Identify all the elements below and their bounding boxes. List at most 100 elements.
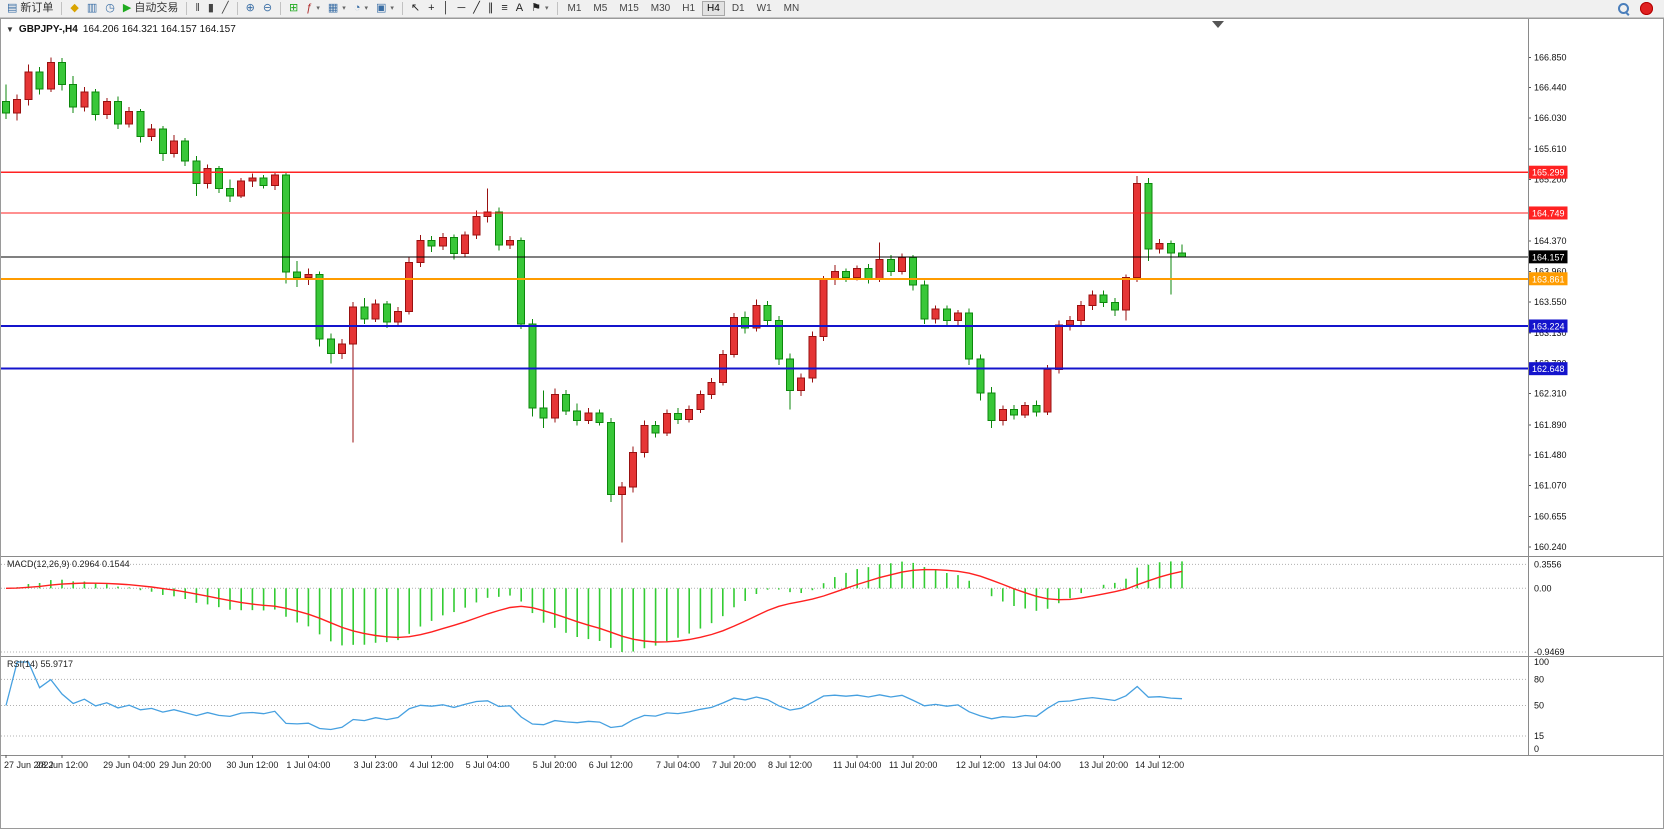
bull-candle [506, 239, 514, 246]
bull-candle [685, 408, 694, 421]
text-icon[interactable]: A [512, 1, 527, 17]
bear-candle [226, 187, 234, 197]
timeframe-w1[interactable]: W1 [752, 1, 777, 16]
bear-candle [864, 267, 873, 280]
timeframe-d1[interactable]: D1 [727, 1, 750, 16]
candlestick-chart-icon[interactable]: ▮ [204, 1, 218, 17]
profiles-icon-glyph: ▦ [327, 2, 339, 14]
crosshair-icon-glyph: + [428, 2, 435, 14]
timeframe-m1[interactable]: M1 [563, 1, 587, 16]
chart-title: ▼ GBPJPY-,H4 164.206 164.321 164.157 164… [6, 24, 236, 35]
candles-layer[interactable] [2, 57, 1186, 543]
rsi-axis-label: 80 [1534, 674, 1544, 684]
timeframe-m30[interactable]: M30 [646, 1, 675, 16]
price-badge-label: 164.157 [1532, 252, 1565, 262]
new-order-button[interactable]: ▤ 新订单 [3, 1, 57, 17]
bull-candle [405, 262, 414, 312]
toolbar-right [1617, 2, 1661, 15]
bear-candle [181, 140, 190, 162]
bull-candle [237, 180, 246, 197]
bull-candle [1122, 276, 1130, 311]
chart-dropdown-icon[interactable]: ▼ [6, 25, 14, 34]
profiles-icon[interactable]: ▦ ▾ [324, 1, 350, 17]
bull-candle [707, 382, 716, 395]
zoom-in-icon-glyph: ⊕ [245, 2, 255, 14]
timeframe-m5[interactable]: M5 [588, 1, 612, 16]
cursor-icon[interactable]: ↖ [407, 1, 424, 17]
timeframe-mn[interactable]: MN [779, 1, 805, 16]
channel-icon[interactable]: ∥ [484, 1, 498, 17]
snapshot-icon-glyph: ▣ [375, 2, 387, 14]
bull-candle [931, 308, 940, 320]
timeframe-bar: M1 M5 M15 M30 H1 H4 D1 W1 MN [562, 0, 806, 17]
dropdown-caret-icon: ▾ [316, 5, 320, 12]
bear-candle [562, 393, 570, 412]
horizontal-line-icon-glyph: ─ [457, 2, 466, 14]
cursor-icon-glyph: ↖ [410, 2, 421, 14]
bear-candle [35, 71, 44, 90]
vertical-line-icon[interactable]: │ [439, 1, 454, 17]
bear-candle [674, 413, 682, 421]
chart-shift-marker[interactable] [1212, 21, 1224, 28]
date-label: 27 Jun 2022 [4, 760, 54, 770]
period-icon[interactable]: ◔ ▾ [350, 1, 372, 17]
toolbar-separator [280, 2, 282, 15]
chart-ohlc-values: 164.206 164.321 164.157 164.157 [82, 24, 236, 35]
toolbar-separator [556, 2, 558, 15]
timeframe-h1[interactable]: H1 [677, 1, 700, 16]
fibonacci-icon[interactable]: ≡ [497, 1, 511, 17]
bull-candle [80, 91, 89, 108]
bull-candle [338, 343, 346, 355]
navigator-icon[interactable]: ◷ [101, 1, 119, 17]
zoom-in-icon[interactable]: ⊕ [242, 1, 259, 17]
rsi-line [5, 661, 1183, 731]
macd-histogram [16, 561, 1183, 652]
date-label: 5 Jul 20:00 [533, 760, 577, 770]
bear-candle [842, 270, 850, 278]
bull-candle [1043, 368, 1052, 413]
new-order-button-label: 新订单 [20, 2, 54, 14]
price-axis-label: 163.550 [1534, 297, 1567, 307]
line-chart-icon[interactable]: ╱ [218, 1, 233, 17]
bull-candle [752, 305, 761, 329]
dropdown-caret-icon: ▾ [390, 5, 394, 12]
bar-chart-icon[interactable]: ‖ [191, 1, 204, 17]
bear-candle [1032, 405, 1041, 413]
date-label: 29 Jun 04:00 [103, 760, 155, 770]
indicators-icon[interactable]: ƒ ▾ [302, 1, 324, 17]
price-badge-label: 165.299 [1532, 168, 1565, 178]
rsi-axis-label: 15 [1534, 731, 1544, 741]
bear-candle [517, 239, 526, 325]
horizontal-line-icon[interactable]: ─ [453, 1, 469, 17]
notification-badge[interactable] [1640, 2, 1653, 15]
date-label: 30 Jun 12:00 [226, 760, 278, 770]
data-window-icon[interactable]: ▥ [83, 1, 101, 17]
price-chart[interactable]: 166.850 166.440 166.030 165.610 165.200 164.3… [0, 18, 1664, 829]
timeframe-m15[interactable]: M15 [614, 1, 643, 16]
bear-candle [909, 256, 918, 286]
macd-indicator-label: MACD(12,26,9) 0.2964 0.1544 [7, 559, 130, 569]
toolbar-separator [236, 2, 238, 15]
autotrading-button-label: 自动交易 [134, 2, 179, 14]
shapes-icon[interactable]: ⚑ ▾ [527, 1, 552, 17]
market-watch-icon[interactable]: ◆ [66, 1, 82, 17]
bull-candle [629, 451, 638, 488]
search-icon[interactable] [1617, 2, 1630, 15]
price-badge-label: 163.224 [1532, 321, 1565, 331]
bear-candle [651, 425, 660, 434]
tile-windows-icon[interactable]: ⊞ [285, 1, 302, 17]
vertical-line-icon-glyph: │ [442, 2, 450, 14]
price-axis-label: 164.370 [1534, 236, 1567, 246]
autotrading-button[interactable]: ▶ 自动交易 [119, 1, 182, 17]
trendline-icon[interactable]: ╱ [469, 1, 484, 17]
bull-candle [584, 412, 593, 421]
crosshair-icon[interactable]: + [424, 1, 438, 17]
chart-window: 166.850 166.440 166.030 165.610 165.200 164.3… [0, 18, 1664, 829]
timeframe-h4[interactable]: H4 [702, 1, 725, 16]
bear-candle [1010, 408, 1018, 416]
snapshot-icon[interactable]: ▣ ▾ [372, 1, 398, 17]
line-chart-icon-glyph: ╱ [221, 2, 229, 14]
zoom-out-icon[interactable]: ⊖ [259, 1, 276, 17]
bull-candle [461, 234, 470, 255]
data-window-icon-glyph: ▥ [86, 2, 98, 14]
